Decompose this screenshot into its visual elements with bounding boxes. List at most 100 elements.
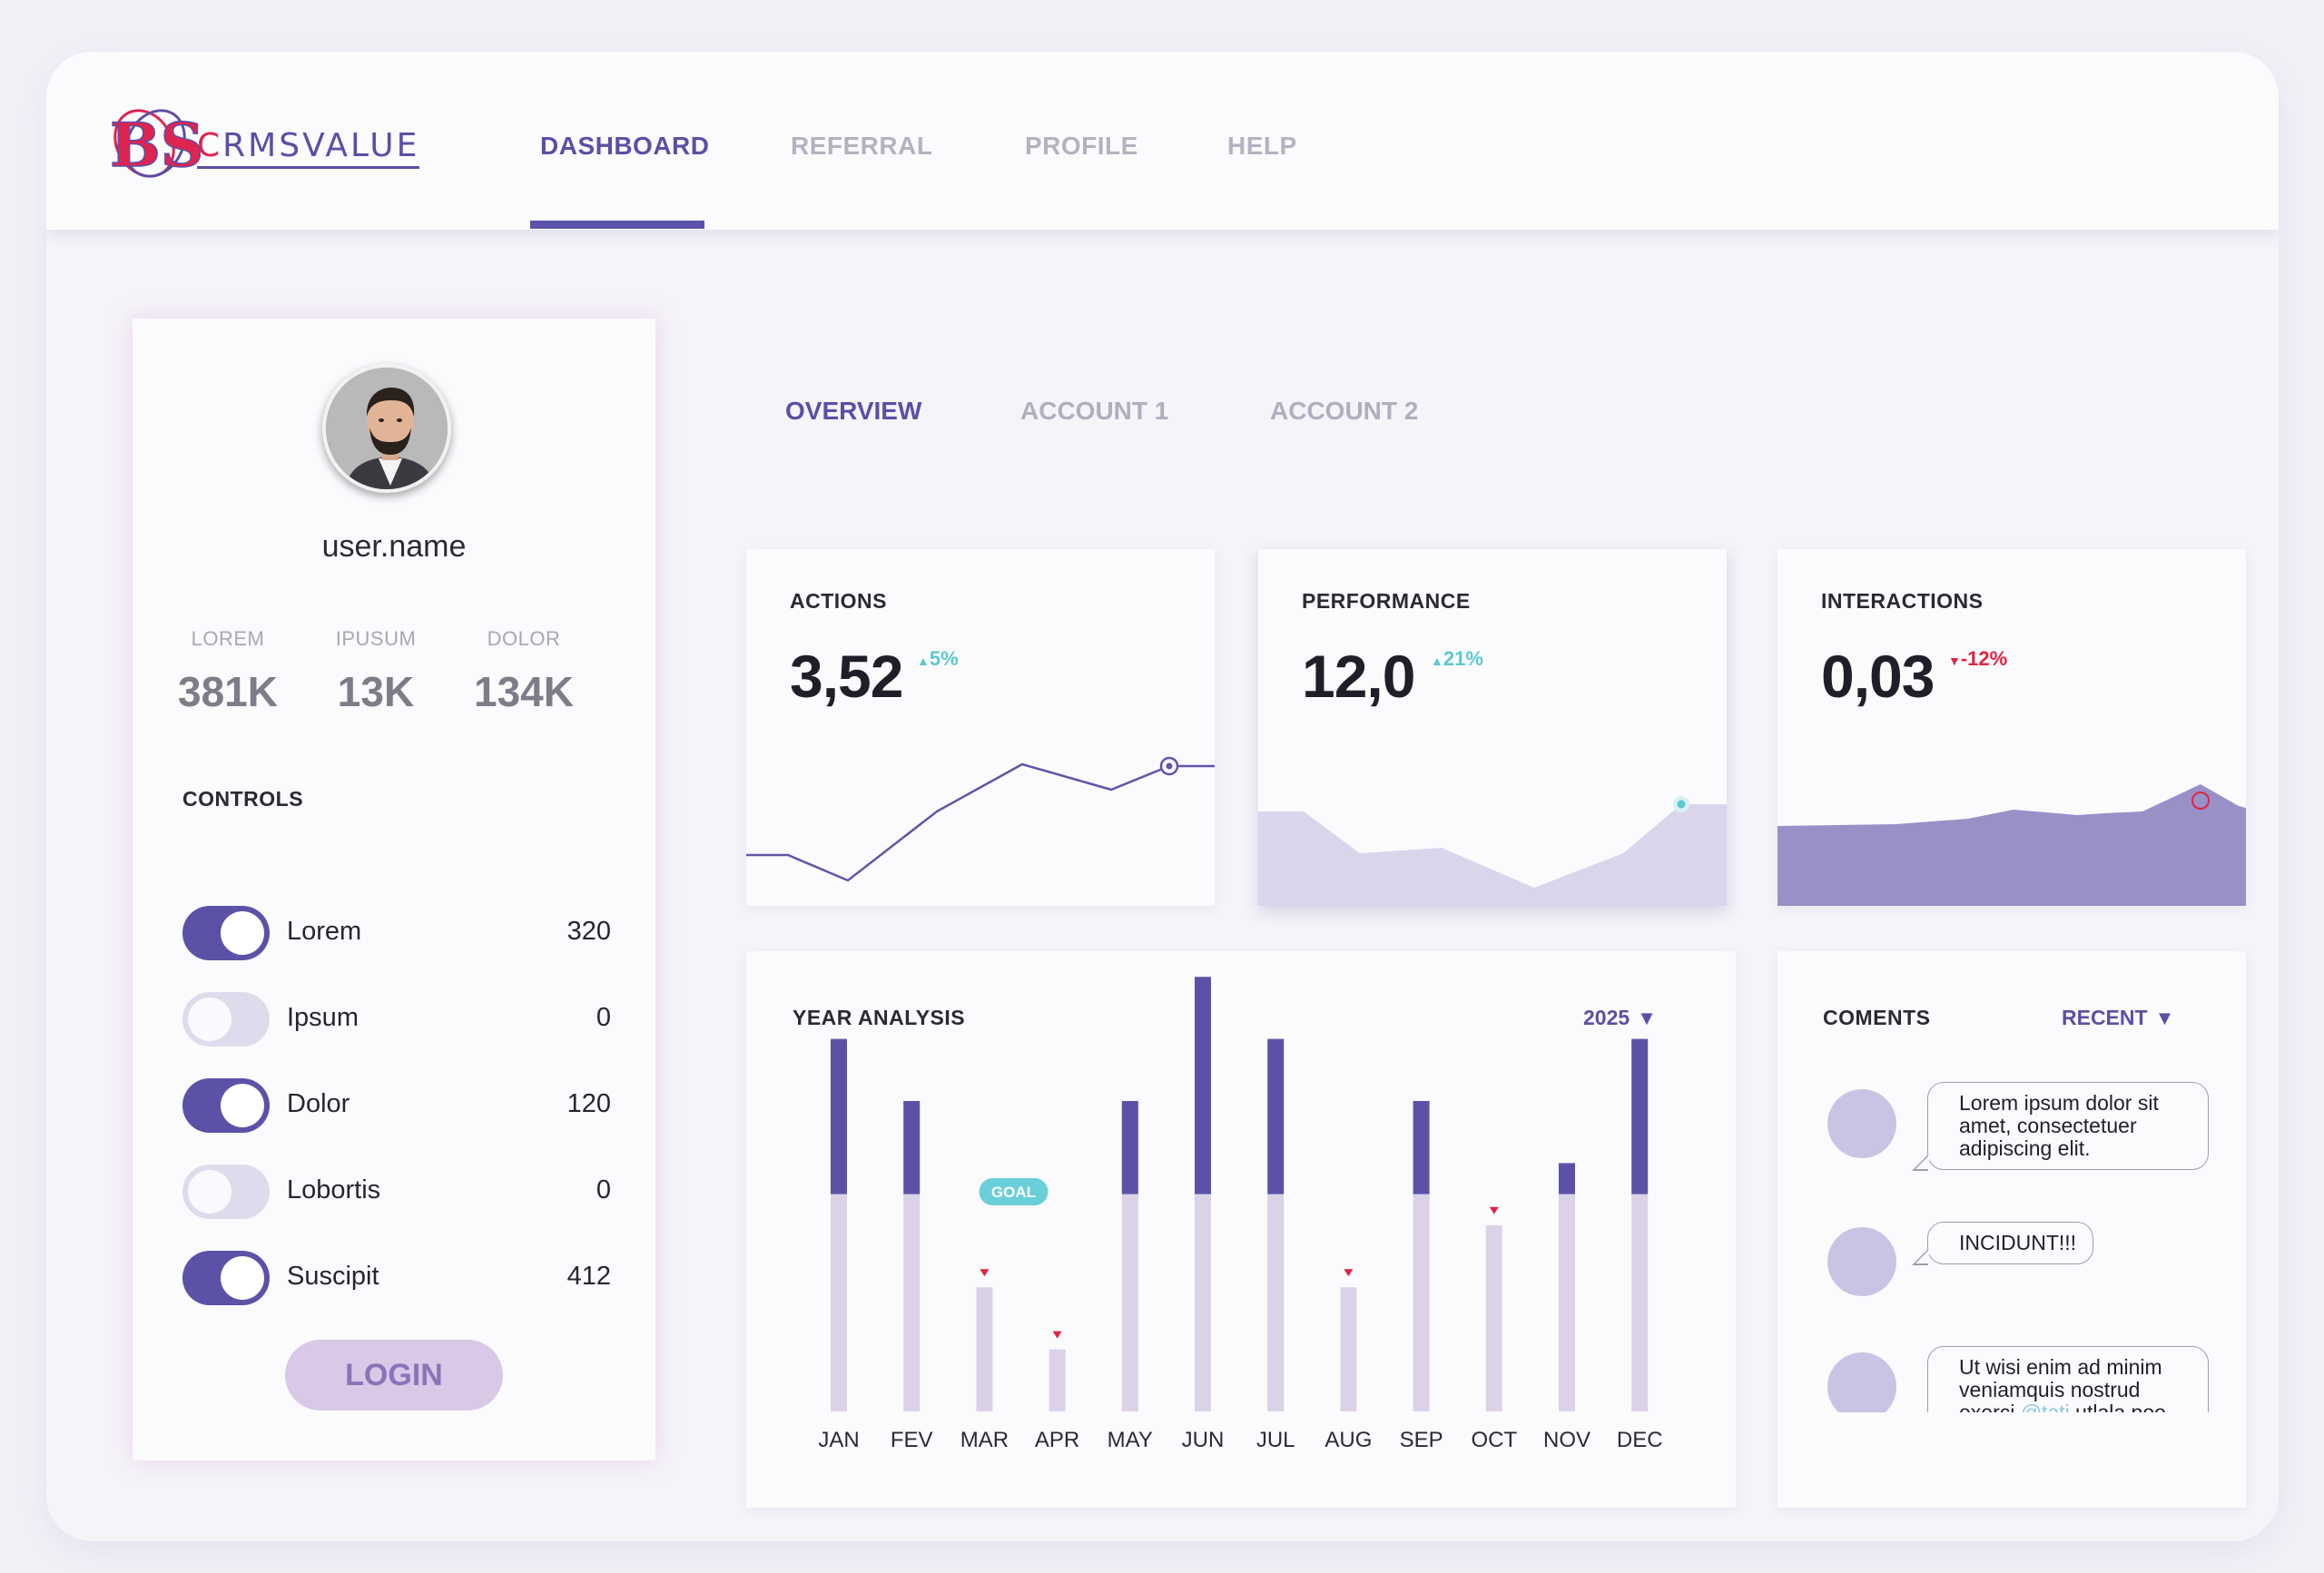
- control-row-ipsum: Ipsum 0: [182, 992, 611, 1047]
- toggle-dolor[interactable]: [182, 1078, 270, 1133]
- x-tick-label: MAR: [960, 1428, 1009, 1452]
- metric-title: ACTIONS: [790, 589, 887, 613]
- comment-bubble: INCIDUNT!!!: [1911, 1222, 2094, 1265]
- control-label: Dolor: [287, 1089, 350, 1118]
- toggle-lobortis[interactable]: [182, 1165, 270, 1219]
- logo-mark-icon: BS: [103, 103, 204, 184]
- bar-jul-above-goal: [1267, 1038, 1285, 1194]
- stat-label: DOLOR: [487, 627, 561, 650]
- bar-jan-above-goal: [831, 1038, 847, 1194]
- stat-value: 134K: [474, 668, 574, 715]
- metric-card-performance[interactable]: PERFORMANCE 12,0 ▲21%: [1258, 549, 1727, 906]
- active-nav-indicator: [530, 221, 704, 229]
- bar-dec-base: [1631, 1194, 1649, 1411]
- tab-overview[interactable]: OVERVIEW: [785, 397, 922, 425]
- commenter-avatar[interactable]: [1827, 1227, 1896, 1296]
- bar-may-above-goal: [1121, 1101, 1138, 1194]
- trend-down-icon: ▼: [1948, 654, 1961, 668]
- nav-dashboard[interactable]: DASHBOARD: [540, 132, 710, 160]
- performance-area-chart: [1258, 796, 1727, 906]
- tab-account-2[interactable]: ACCOUNT 2: [1270, 397, 1419, 425]
- toggle-knob: [188, 998, 231, 1041]
- nav-help[interactable]: HELP: [1227, 132, 1297, 160]
- app-window: BS CRMSVALUE DASHBOARD REFERRAL PROFILE …: [46, 52, 2279, 1541]
- metric-delta: ▲5%: [917, 647, 959, 670]
- comments-card: COMENTS RECENT ▼ Lorem ipsum dolor sit am…: [1777, 951, 2246, 1508]
- stat-value: 381K: [178, 668, 278, 715]
- controls-title: CONTROLS: [182, 787, 304, 811]
- x-tick-label: OCT: [1471, 1428, 1517, 1452]
- metric-card-interactions[interactable]: INTERACTIONS 0,03 ▼-12%: [1777, 549, 2246, 906]
- bar-sep-above-goal: [1413, 1101, 1430, 1194]
- nav-profile[interactable]: PROFILE: [1025, 132, 1138, 160]
- control-value: 412: [566, 1262, 611, 1291]
- actions-sparkline: [746, 756, 1215, 882]
- bar-sep-base: [1413, 1194, 1430, 1411]
- stat-value: 13K: [337, 668, 415, 715]
- bar-nov-above-goal: [1559, 1163, 1575, 1194]
- chevron-down-icon: ▼: [2154, 1007, 2175, 1029]
- control-row-suscipit: Suscipit 412: [182, 1251, 611, 1305]
- control-label: Suscipit: [287, 1262, 379, 1291]
- stat-lorem: LOREM 381K: [155, 627, 300, 716]
- svg-text:BS: BS: [110, 110, 201, 181]
- user-profile-card: user.name LOREM 381K IPUSUM 13K DOLOR 13…: [133, 319, 655, 1460]
- toggle-suscipit[interactable]: [182, 1251, 270, 1305]
- nav-referral[interactable]: REFERRAL: [791, 132, 933, 160]
- bar-oct-base: [1485, 1224, 1502, 1411]
- goal-badge: [979, 1178, 1049, 1205]
- tab-account-1[interactable]: ACCOUNT 1: [1020, 397, 1169, 425]
- logo[interactable]: BS CRMSVALUE: [103, 103, 420, 184]
- metric-value: 0,03: [1821, 643, 1935, 710]
- bar-apr-base: [1049, 1349, 1066, 1411]
- commenter-avatar[interactable]: [1827, 1089, 1896, 1158]
- top-navigation-bar: BS CRMSVALUE DASHBOARD REFERRAL PROFILE …: [46, 52, 2279, 230]
- login-button[interactable]: LOGIN: [285, 1340, 503, 1411]
- control-label: Lobortis: [287, 1175, 381, 1204]
- metric-value: 3,52: [790, 643, 903, 710]
- username: user.name: [321, 529, 467, 564]
- stat-dolor: DOLOR 134K: [451, 627, 596, 716]
- x-tick-label: JAN: [818, 1428, 859, 1452]
- comments-title: COMENTS: [1823, 1006, 1931, 1029]
- stat-ipusum: IPUSUM 13K: [303, 627, 448, 716]
- chevron-down-icon: ▼: [1637, 1007, 1657, 1029]
- comments-filter-dropdown[interactable]: RECENT ▼: [2062, 1006, 2175, 1029]
- year-bar-chart: JAN FEV MAR APR MAY JUN JUL AUG SEP OCT NOV DEC GOAL: [818, 977, 1663, 1452]
- toggle-lorem[interactable]: [182, 906, 270, 960]
- comment-text: INCIDUNT!!!: [1959, 1231, 2077, 1254]
- below-goal-marker-icon: [1489, 1206, 1499, 1214]
- comment-text: Lorem ipsum dolor sit amet, consectetuer…: [1959, 1091, 2159, 1160]
- bar-jun-above-goal: [1195, 977, 1211, 1194]
- user-avatar[interactable]: [322, 364, 451, 493]
- year-dropdown[interactable]: 2025 ▼: [1583, 1006, 1657, 1029]
- bar-mar-base: [976, 1287, 993, 1411]
- stat-label: IPUSUM: [335, 627, 417, 650]
- bar-nov-base: [1559, 1194, 1575, 1411]
- year-analysis-card: YEAR ANALYSIS 2025 ▼ JAN FEV MAR APR MAY JUN JU…: [746, 951, 1736, 1508]
- metric-title: INTERACTIONS: [1821, 589, 1984, 613]
- x-tick-label: NOV: [1543, 1428, 1590, 1452]
- metric-title: PERFORMANCE: [1302, 589, 1471, 613]
- metric-delta: ▼-12%: [1948, 647, 2008, 670]
- toggle-knob: [221, 911, 264, 955]
- control-value: 120: [566, 1089, 611, 1118]
- control-row-lorem: Lorem 320: [182, 906, 611, 960]
- control-value: 320: [566, 917, 611, 946]
- x-tick-label: SEP: [1400, 1428, 1443, 1452]
- control-row-dolor: Dolor 120: [182, 1078, 611, 1133]
- logo-wordmark: CRMSVALUE: [197, 127, 420, 169]
- bar-jul-base: [1267, 1194, 1285, 1411]
- commenter-avatar[interactable]: [1827, 1352, 1896, 1421]
- below-goal-marker-icon: [980, 1269, 990, 1277]
- metric-card-actions[interactable]: ACTIONS 3,52 ▲5%: [746, 549, 1215, 906]
- control-value: 0: [596, 1175, 611, 1204]
- area-marker: [2191, 791, 2210, 810]
- year-analysis-title: YEAR ANALYSIS: [793, 1006, 966, 1029]
- stat-label: LOREM: [191, 627, 265, 650]
- interactions-area-chart: [1777, 784, 2246, 906]
- toggle-ipsum[interactable]: [182, 992, 270, 1047]
- bar-fev-above-goal: [903, 1101, 921, 1194]
- trend-up-icon: ▲: [917, 654, 930, 668]
- metric-value: 12,0: [1302, 643, 1415, 710]
